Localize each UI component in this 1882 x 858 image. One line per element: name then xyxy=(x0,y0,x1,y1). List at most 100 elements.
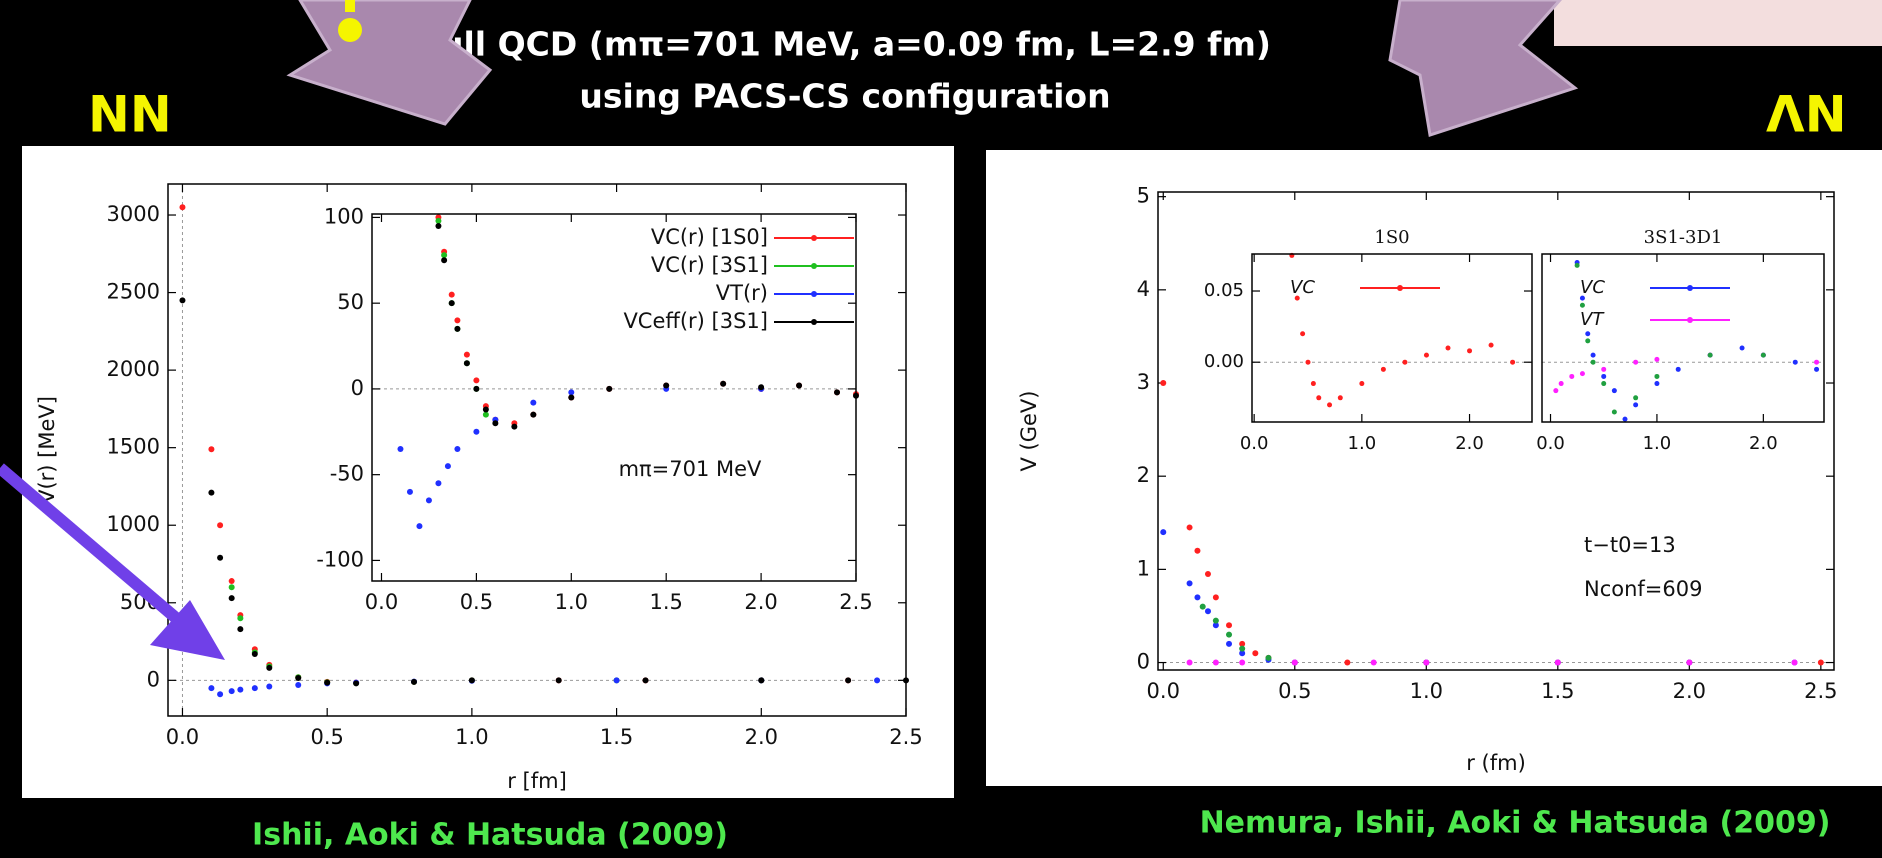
x-tick-label: 1.5 xyxy=(600,725,633,749)
right-label: ΛN xyxy=(1766,86,1847,144)
data-point xyxy=(1510,359,1516,365)
data-point xyxy=(397,445,404,452)
data-point xyxy=(1585,331,1591,337)
slide-subtitle: using PACS-CS configuration xyxy=(579,77,1110,116)
x-tick-label: 0.0 xyxy=(1240,433,1269,454)
legend-marker xyxy=(811,263,817,269)
legend-marker xyxy=(1687,285,1693,291)
data-point xyxy=(1291,659,1298,666)
inset-title: 3S1-3D1 xyxy=(1644,227,1723,248)
data-point xyxy=(1226,631,1233,638)
data-point xyxy=(324,679,331,686)
legend-marker xyxy=(1687,317,1693,323)
data-point xyxy=(1611,388,1617,394)
x-tick-label: 1.5 xyxy=(649,590,682,614)
inset-background xyxy=(372,214,856,581)
data-point xyxy=(796,382,803,389)
data-point xyxy=(568,394,575,401)
x-tick-label: 1.0 xyxy=(555,590,588,614)
data-point xyxy=(1601,381,1607,387)
data-point xyxy=(568,389,575,396)
data-point xyxy=(228,578,235,585)
data-point xyxy=(613,677,620,684)
data-point xyxy=(1633,359,1639,365)
x-tick-label: 2.0 xyxy=(1749,433,1778,454)
data-point xyxy=(217,554,224,561)
data-point xyxy=(1160,529,1167,536)
data-point xyxy=(1199,603,1206,610)
data-point xyxy=(1574,262,1580,268)
data-point xyxy=(406,488,413,495)
data-point xyxy=(1423,352,1429,358)
data-point xyxy=(1585,338,1591,344)
data-point xyxy=(758,677,765,684)
data-point xyxy=(463,360,470,367)
data-point xyxy=(208,685,215,692)
data-point xyxy=(1186,580,1193,587)
data-point xyxy=(1558,381,1564,387)
data-point xyxy=(1344,659,1351,666)
data-point xyxy=(1590,359,1596,365)
data-point xyxy=(1265,654,1272,661)
data-point xyxy=(606,385,613,392)
data-point xyxy=(1590,352,1596,358)
y-tick-label: 1500 xyxy=(107,435,160,459)
left-label: NN xyxy=(88,86,172,144)
data-point xyxy=(1402,359,1408,365)
x-tick-label: 1.5 xyxy=(1541,679,1574,703)
y-tick-label: 0.05 xyxy=(1204,280,1244,301)
left-credit: Ishii, Aoki & Hatsuda (2009) xyxy=(252,818,728,853)
y-tick-label: 0 xyxy=(147,667,160,691)
data-point xyxy=(353,680,360,687)
plot-frame xyxy=(1541,253,1825,423)
data-point xyxy=(482,411,489,418)
data-point xyxy=(468,677,475,684)
data-point xyxy=(1423,659,1430,666)
data-point xyxy=(1204,571,1211,578)
data-point xyxy=(425,497,432,504)
data-point xyxy=(1579,295,1585,301)
data-point xyxy=(208,489,215,496)
y-tick-label: 0 xyxy=(1137,650,1150,674)
data-point xyxy=(1686,659,1693,666)
x-tick-label: 1.0 xyxy=(1410,679,1443,703)
data-point xyxy=(416,523,423,530)
legend-label: VC xyxy=(1580,277,1605,298)
data-point xyxy=(441,252,448,259)
y-tick-label: 3 xyxy=(1137,370,1150,394)
inset-background xyxy=(1252,254,1532,422)
data-point xyxy=(1554,659,1561,666)
y-tick-label: 50 xyxy=(337,290,364,314)
data-point xyxy=(228,595,235,602)
y-tick-label: 1 xyxy=(1137,556,1150,580)
data-point xyxy=(237,615,244,622)
data-point xyxy=(1654,381,1660,387)
data-point xyxy=(448,291,455,298)
data-point xyxy=(1569,373,1575,379)
data-point xyxy=(435,223,442,230)
data-point xyxy=(1792,359,1798,365)
annotation: mπ=701 MeV xyxy=(619,457,762,481)
data-point xyxy=(1305,359,1311,365)
data-point xyxy=(1601,366,1607,372)
arrow-pointer-shaft xyxy=(0,463,194,635)
legend-label: VT xyxy=(1580,309,1605,330)
data-point xyxy=(1370,659,1377,666)
data-point xyxy=(1239,640,1246,647)
data-point xyxy=(266,664,273,671)
legend-label: VC(r) [3S1] xyxy=(651,253,768,277)
data-point xyxy=(1239,645,1246,652)
x-tick-label: 0.5 xyxy=(460,590,493,614)
data-point xyxy=(473,377,480,384)
legend-label: VCeff(r) [3S1] xyxy=(623,309,768,333)
data-point xyxy=(1817,659,1824,666)
data-point xyxy=(1186,524,1193,531)
inset-background xyxy=(1542,254,1824,422)
data-point xyxy=(1633,395,1639,401)
annotation: t−t0=13 xyxy=(1584,533,1676,557)
data-point xyxy=(251,650,258,657)
data-point xyxy=(1212,594,1219,601)
legend-marker xyxy=(811,291,817,297)
arrow-right xyxy=(1388,0,1579,137)
